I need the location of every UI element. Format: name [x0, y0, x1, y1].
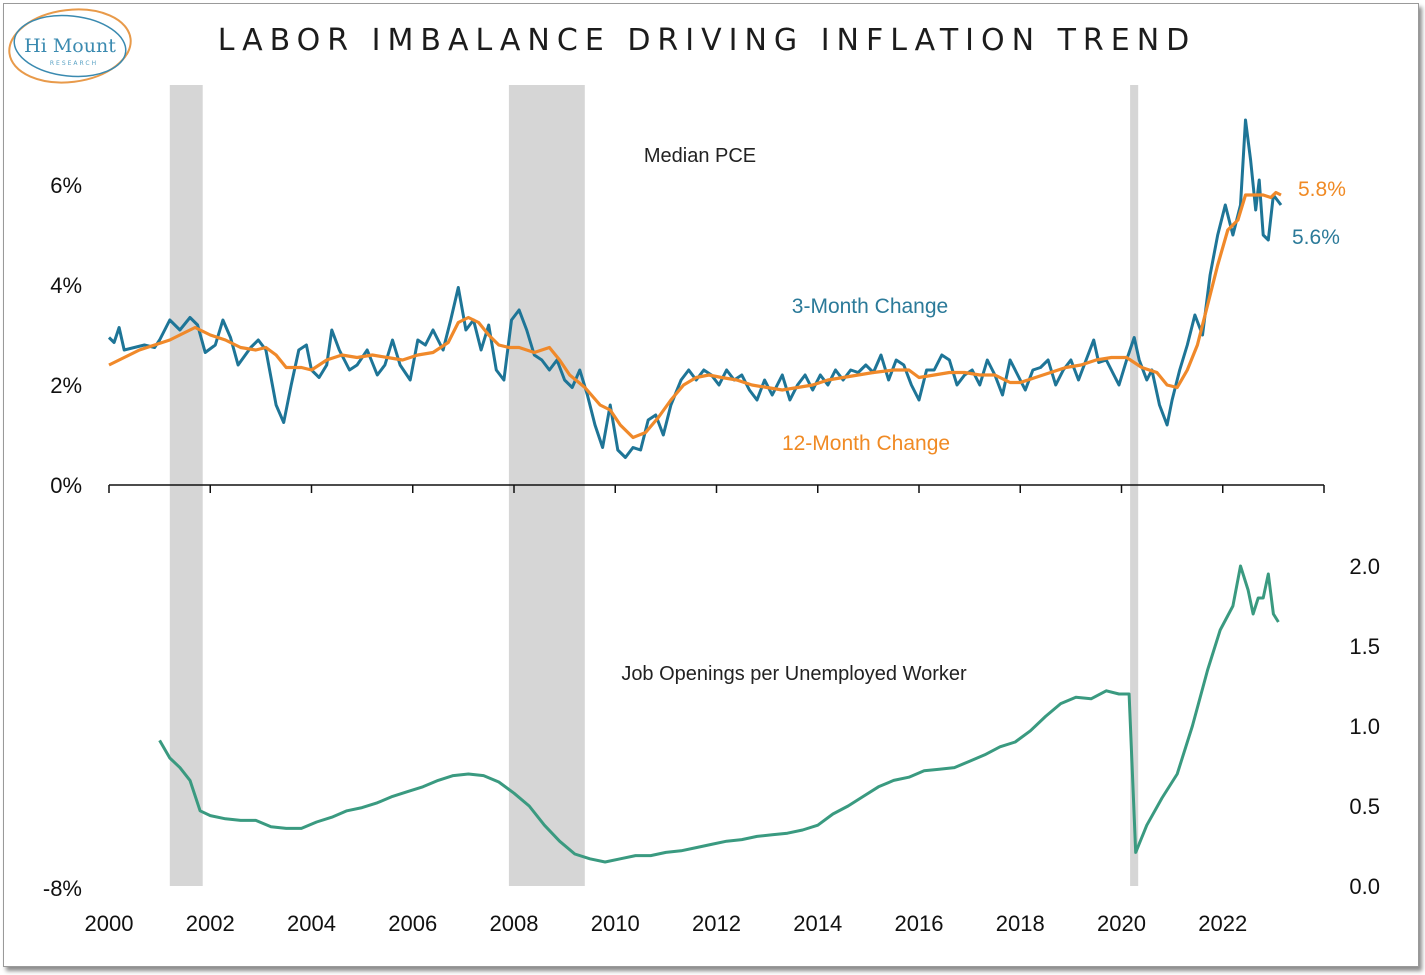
- x-tick-label: 2018: [996, 911, 1045, 936]
- top-y-tick-label: 6%: [50, 173, 82, 198]
- logo: Hi Mount RESEARCH: [8, 8, 132, 84]
- job-openings-line: [158, 564, 1280, 864]
- x-tick-label: 2008: [490, 911, 539, 936]
- x-tick-label: 2012: [692, 911, 741, 936]
- three-month-end-label: 5.6%: [1292, 226, 1340, 249]
- bottom-x-axis: 2000 2002 2004 2006 2008 2010 2012 2014 2016 2018…: [85, 911, 1248, 936]
- bottom-y-tick-label: 0.0: [1349, 874, 1380, 899]
- three-month-label: 3-Month Change: [792, 295, 948, 318]
- twelve-month-label: 12-Month Change: [782, 432, 950, 455]
- bottom-y-tick-label: 1.5: [1349, 634, 1380, 659]
- top-y-tick-label: 4%: [50, 273, 82, 298]
- bottom-y-tick-label: 2.0: [1349, 554, 1380, 579]
- three-month-change-line: [107, 118, 1283, 459]
- logo-sub: RESEARCH: [50, 60, 98, 67]
- x-tick-label: 2022: [1198, 911, 1247, 936]
- x-tick-label: 2016: [895, 911, 944, 936]
- top-y-tick-label: 0%: [50, 473, 82, 498]
- chart-canvas: Hi Mount RESEARCH LABOR IMBALANCE DRIVIN…: [8, 8, 1380, 936]
- bottom-y-tick-label: 0.5: [1349, 794, 1380, 819]
- chart-title: LABOR IMBALANCE DRIVING INFLATION TREND: [218, 23, 1197, 58]
- bottom-y-axis: 0.0 0.5 1.0 1.5 2.0: [1349, 554, 1380, 899]
- x-tick-label: 2006: [388, 911, 437, 936]
- chart-frame: Hi Mount RESEARCH LABOR IMBALANCE DRIVIN…: [3, 3, 1419, 967]
- x-tick-label: 2000: [85, 911, 134, 936]
- top-y-axis: 0% 2% 4% 6%: [50, 173, 82, 498]
- top-x-axis: [108, 484, 1325, 493]
- bottom-left-axis-label: -8%: [43, 876, 82, 901]
- x-tick-label: 2010: [591, 911, 640, 936]
- series-lines: [107, 118, 1283, 864]
- x-tick-label: 2020: [1097, 911, 1146, 936]
- top-panel-label: Median PCE: [644, 145, 756, 167]
- bottom-y-tick-label: 1.0: [1349, 714, 1380, 739]
- bottom-panel-label: Job Openings per Unemployed Worker: [621, 663, 967, 685]
- twelve-month-end-label: 5.8%: [1298, 178, 1346, 201]
- twelve-month-change-line: [108, 190, 1282, 440]
- x-tick-label: 2014: [793, 911, 842, 936]
- x-tick-label: 2002: [186, 911, 235, 936]
- logo-name: Hi Mount: [24, 35, 116, 57]
- x-tick-label: 2004: [287, 911, 336, 936]
- top-y-tick-label: 2%: [50, 373, 82, 398]
